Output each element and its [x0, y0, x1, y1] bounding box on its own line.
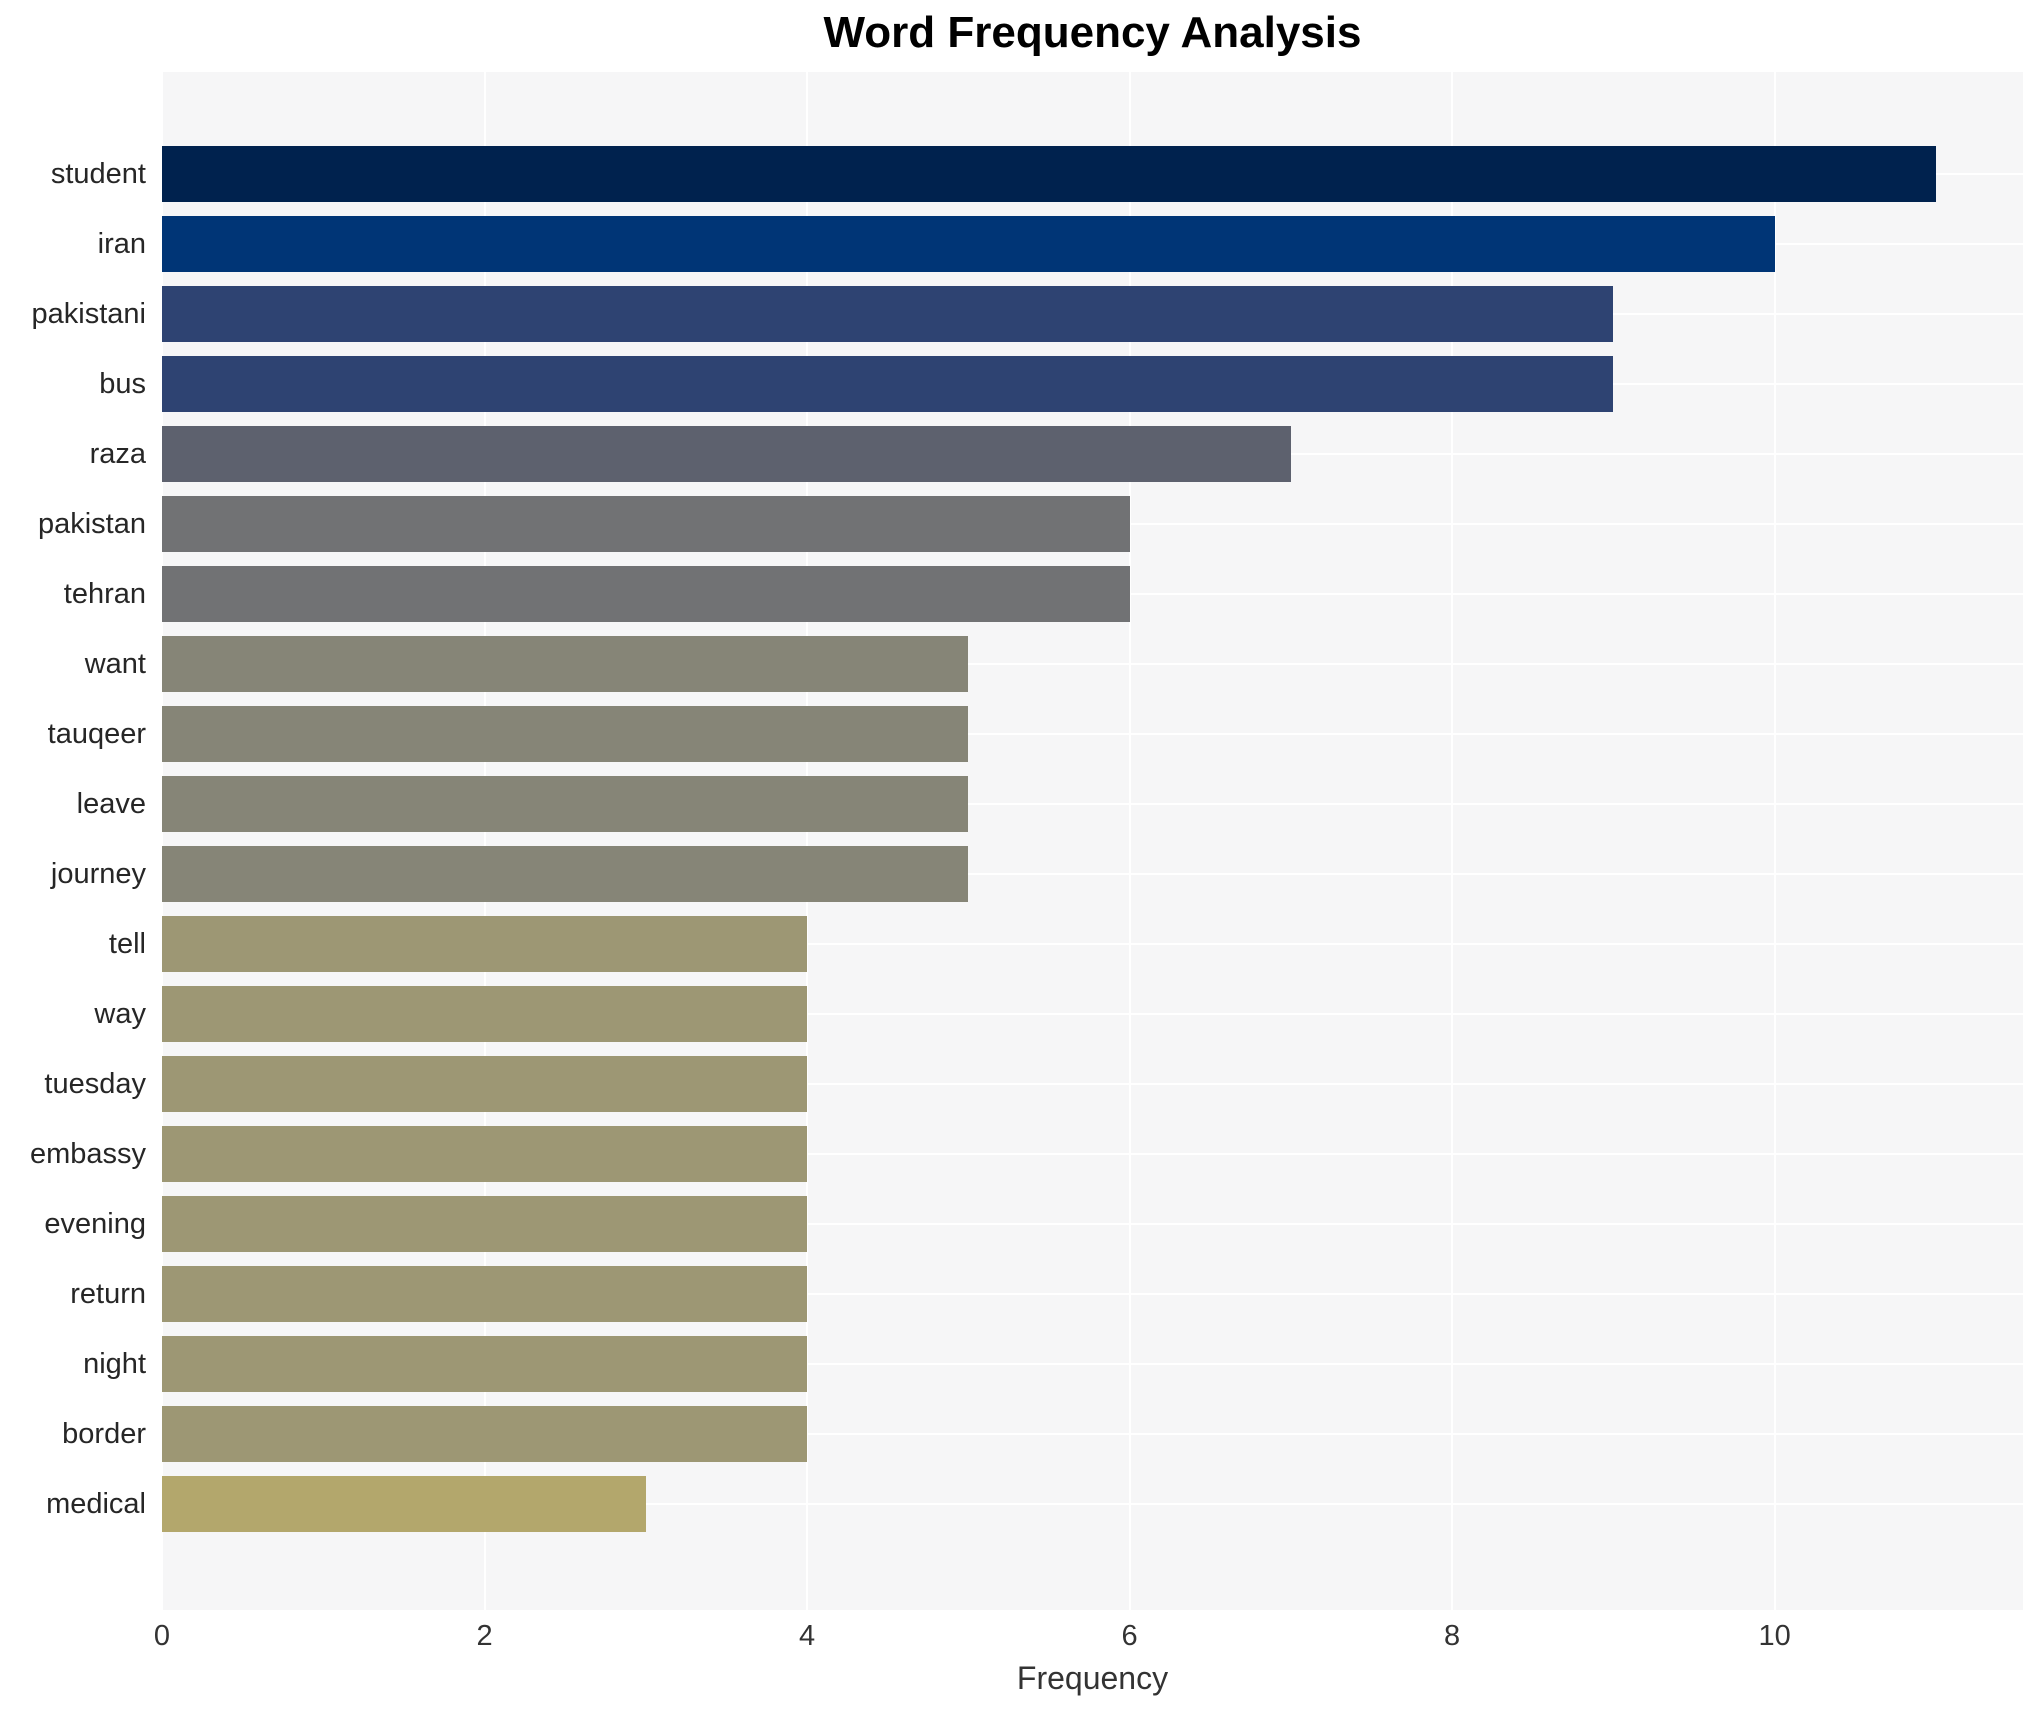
gridline-horizontal — [162, 1223, 2023, 1225]
y-tick-label-pakistan: pakistan — [37, 508, 146, 540]
y-tick-label-student: student — [50, 158, 146, 190]
bar-medical — [162, 1476, 646, 1532]
x-tick-label-6: 6 — [1121, 1620, 1138, 1652]
gridline-horizontal — [162, 943, 2023, 945]
bar-border — [162, 1406, 808, 1462]
gridline-horizontal — [162, 873, 2023, 875]
bar-tehran — [162, 566, 1130, 622]
gridline-horizontal — [162, 1293, 2023, 1295]
gridline-vertical — [1451, 72, 1454, 1610]
bar-return — [162, 1266, 808, 1322]
y-tick-label-evening: evening — [44, 1208, 146, 1240]
gridline-horizontal — [162, 803, 2023, 805]
bar-leave — [162, 776, 969, 832]
y-tick-label-way: way — [94, 998, 146, 1030]
bar-tauqeer — [162, 706, 969, 762]
bar-way — [162, 986, 808, 1042]
y-tick-label-tauqeer: tauqeer — [47, 718, 146, 750]
bar-journey — [162, 846, 969, 902]
y-tick-label-embassy: embassy — [29, 1138, 146, 1170]
plot-area — [161, 72, 2023, 1610]
y-tick-label-tell: tell — [108, 928, 146, 960]
y-tick-label-return: return — [70, 1278, 146, 1310]
chart-title: Word Frequency Analysis — [823, 8, 1362, 57]
y-tick-label-journey: journey — [50, 858, 146, 890]
gridline-vertical — [161, 72, 163, 1610]
gridline-horizontal — [162, 1363, 2023, 1365]
y-tick-label-leave: leave — [76, 788, 146, 820]
gridline-vertical — [1773, 72, 1776, 1610]
bar-embassy — [162, 1126, 808, 1182]
gridline-horizontal — [162, 733, 2023, 735]
y-tick-label-bus: bus — [99, 368, 146, 400]
y-tick-label-tehran: tehran — [63, 578, 146, 610]
bar-pakistani — [162, 286, 1614, 342]
gridline-horizontal — [162, 1153, 2023, 1155]
gridline-horizontal — [162, 1433, 2023, 1435]
gridline-horizontal — [162, 1013, 2023, 1015]
x-tick-label-8: 8 — [1444, 1620, 1461, 1652]
y-tick-label-want: want — [84, 648, 146, 680]
x-tick-label-2: 2 — [476, 1620, 493, 1652]
gridline-horizontal — [162, 1083, 2023, 1085]
y-tick-label-iran: iran — [97, 228, 146, 260]
x-axis-title: Frequency — [1016, 1660, 1169, 1696]
y-tick-label-medical: medical — [46, 1488, 146, 1520]
bar-student — [162, 146, 1936, 202]
y-tick-label-raza: raza — [89, 438, 146, 470]
bar-pakistan — [162, 496, 1130, 552]
x-tick-label-10: 10 — [1758, 1620, 1791, 1652]
gridline-horizontal — [162, 663, 2023, 665]
x-tick-label-4: 4 — [798, 1620, 816, 1652]
y-tick-label-tuesday: tuesday — [44, 1068, 146, 1100]
y-tick-label-night: night — [83, 1348, 146, 1380]
bar-want — [162, 636, 969, 692]
y-tick-label-border: border — [62, 1418, 146, 1450]
bar-night — [162, 1336, 808, 1392]
gridline-horizontal — [162, 1503, 2023, 1505]
y-tick-label-pakistani: pakistani — [31, 298, 146, 330]
bar-tuesday — [162, 1056, 808, 1112]
gridline-vertical — [806, 72, 809, 1610]
bar-raza — [162, 426, 1291, 482]
x-tick-label-0: 0 — [153, 1620, 171, 1652]
bar-iran — [162, 216, 1775, 272]
bar-evening — [162, 1196, 808, 1252]
gridline-vertical — [1128, 72, 1131, 1610]
gridline-vertical — [483, 72, 486, 1610]
bar-bus — [162, 356, 1614, 412]
bar-tell — [162, 916, 808, 972]
